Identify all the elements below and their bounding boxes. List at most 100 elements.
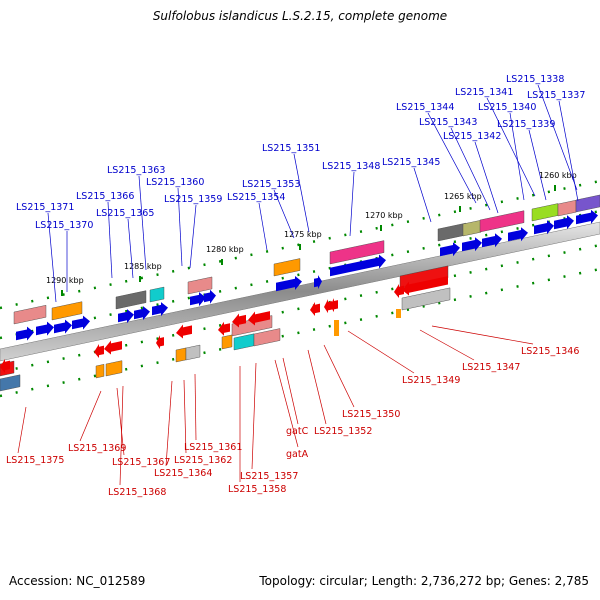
forward-gene-arrow-2 <box>54 319 72 334</box>
forward-gene-arrow-8 <box>204 289 216 304</box>
reverse-gene-arrow-8 <box>324 299 332 314</box>
forward-gene-arrow-7 <box>190 292 206 307</box>
forward-gene-label: LS215_1354 <box>227 192 285 203</box>
reverse-gene-arrow-3 <box>176 324 192 339</box>
kbp-tick-label: 1290 kbp <box>46 276 84 285</box>
forward-gene-label: LS215_1344 <box>396 102 454 113</box>
reverse-gene-label: LS215_1346 <box>521 346 579 357</box>
forward-gene-label: LS215_1343 <box>419 117 477 128</box>
forward-leader-line <box>127 218 134 279</box>
reverse-gene-label: LS215_1350 <box>342 409 400 420</box>
reverse-gene-arrow-6 <box>248 311 270 326</box>
forward-gene-arrow-0 <box>16 326 34 341</box>
reverse-gene-label: LS215_1368 <box>108 487 166 498</box>
forward-gene-label: LS215_1339 <box>497 119 555 130</box>
forward-gene-arrow-3 <box>72 315 90 330</box>
forward-leader-line <box>537 84 578 191</box>
small-feature-1 <box>334 327 339 336</box>
forward-gene-arrow-9 <box>276 275 302 292</box>
kbp-tick-label: 1275 kbp <box>284 230 322 239</box>
reverse-leader-line <box>251 362 257 470</box>
reverse-gene-label: LS215_1358 <box>228 484 286 495</box>
small-feature-2 <box>396 309 401 318</box>
forward-gene-arrow-10 <box>314 275 322 290</box>
forward-gene-label: LS215_1338 <box>506 74 564 85</box>
forward-leader-line <box>528 129 547 201</box>
reverse-gene-arrow-9 <box>330 298 338 313</box>
forward-leader-line <box>486 97 536 197</box>
forward-gene-label: LS215_1341 <box>455 87 513 98</box>
feature-block-23 <box>0 374 21 392</box>
forward-leader-line <box>450 127 491 211</box>
reverse-leader-line <box>274 359 299 448</box>
forward-gene-arrow-18 <box>576 209 598 225</box>
forward-gene-label: LS215_1359 <box>164 194 222 205</box>
feature-block-2 <box>115 290 147 310</box>
kbp-tick-label: 1265 kbp <box>444 192 482 201</box>
forward-gene-arrow-12 <box>440 242 460 257</box>
reverse-gene-label: LS215_1362 <box>174 455 232 466</box>
forward-gene-arrow-16 <box>534 220 554 235</box>
reverse-gene-arrow-4 <box>218 321 230 336</box>
label-leader-lines <box>17 84 579 486</box>
reverse-gene-label: gatA <box>286 449 309 460</box>
genome-backbone <box>0 221 600 362</box>
reverse-leader-line <box>431 325 534 345</box>
accession-text: Accession: NC_012589 <box>9 574 146 588</box>
reverse-leader-line <box>282 357 299 425</box>
kbp-scale: 1260 kbp 1265 kbp 1270 kbp 1275 kbp 1280 kbp… <box>46 171 577 296</box>
feature-block-3 <box>149 286 165 303</box>
reverse-leader-line <box>119 385 124 486</box>
forward-gene-label: LS215_1365 <box>96 208 154 219</box>
feature-block-10 <box>531 203 559 222</box>
reverse-gene-label: gatC <box>286 426 309 437</box>
forward-gene-label: LS215_1371 <box>16 202 74 213</box>
feature-blocks <box>0 194 600 392</box>
forward-gene-arrow-17 <box>554 215 574 230</box>
forward-leader-line <box>189 204 197 269</box>
feature-block-17 <box>233 333 255 351</box>
feature-block-5 <box>273 258 301 277</box>
small-feature-0 <box>334 320 339 329</box>
feature-block-20 <box>185 344 201 361</box>
feature-block-18 <box>253 328 281 347</box>
reverse-gene-label: LS215_1352 <box>314 426 372 437</box>
feature-block-16 <box>221 334 233 350</box>
forward-leader-line <box>138 175 147 271</box>
reverse-gene-label: LS215_1357 <box>240 471 298 482</box>
reverse-leader-line <box>165 380 173 467</box>
forward-gene-label: LS215_1353 <box>242 179 300 190</box>
reverse-leader-line <box>323 344 355 408</box>
forward-gene-arrow-1 <box>36 321 54 336</box>
forward-gene-arrow-5 <box>134 306 150 321</box>
gene-arrows <box>0 209 598 373</box>
reverse-gene-arrow-0 <box>94 343 104 358</box>
reverse-gene-label: LS215_1347 <box>462 362 520 373</box>
genome-title: Sulfolobus islandicus L.S.2.15, complete… <box>152 9 448 23</box>
feature-block-11 <box>557 199 577 217</box>
genome-stats-text: Topology: circular; Length: 2,736,272 bp… <box>259 574 589 588</box>
forward-leader-line <box>558 100 579 202</box>
reverse-leader-line <box>194 373 197 441</box>
reverse-gene-label: LS215_1375 <box>6 455 64 466</box>
reverse-gene-label: LS215_1361 <box>184 442 242 453</box>
reverse-leader-line <box>116 387 125 456</box>
forward-gene-label: LS215_1340 <box>478 102 536 113</box>
feature-block-14 <box>401 287 451 311</box>
forward-leader-line <box>258 202 268 251</box>
kbp-tick-label: 1270 kbp <box>365 211 403 220</box>
kbp-tick-label: 1280 kbp <box>206 245 244 254</box>
feature-block-6 <box>329 240 385 265</box>
forward-gene-label: LS215_1370 <box>35 220 93 231</box>
feature-block-4 <box>187 276 213 295</box>
forward-gene-arrow-15 <box>508 227 528 242</box>
reverse-gene-arrow-2 <box>156 335 164 350</box>
forward-leader-line <box>273 189 295 239</box>
forward-leader-line <box>293 153 310 233</box>
reverse-leader-line <box>17 406 27 454</box>
forward-leader-line <box>474 141 499 214</box>
feature-block-22 <box>105 360 123 377</box>
forward-leader-line <box>107 201 113 279</box>
reverse-gene-arrow-7 <box>310 301 320 316</box>
